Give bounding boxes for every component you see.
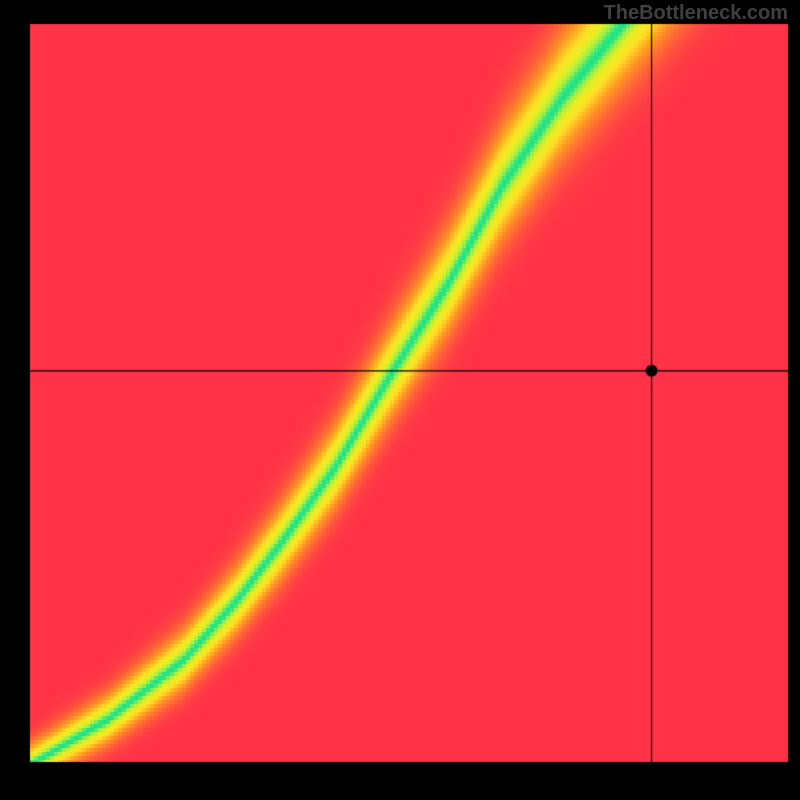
watermark-text: TheBottleneck.com [604,2,788,25]
chart-container: TheBottleneck.com [0,0,800,800]
heatmap-canvas [0,0,800,800]
